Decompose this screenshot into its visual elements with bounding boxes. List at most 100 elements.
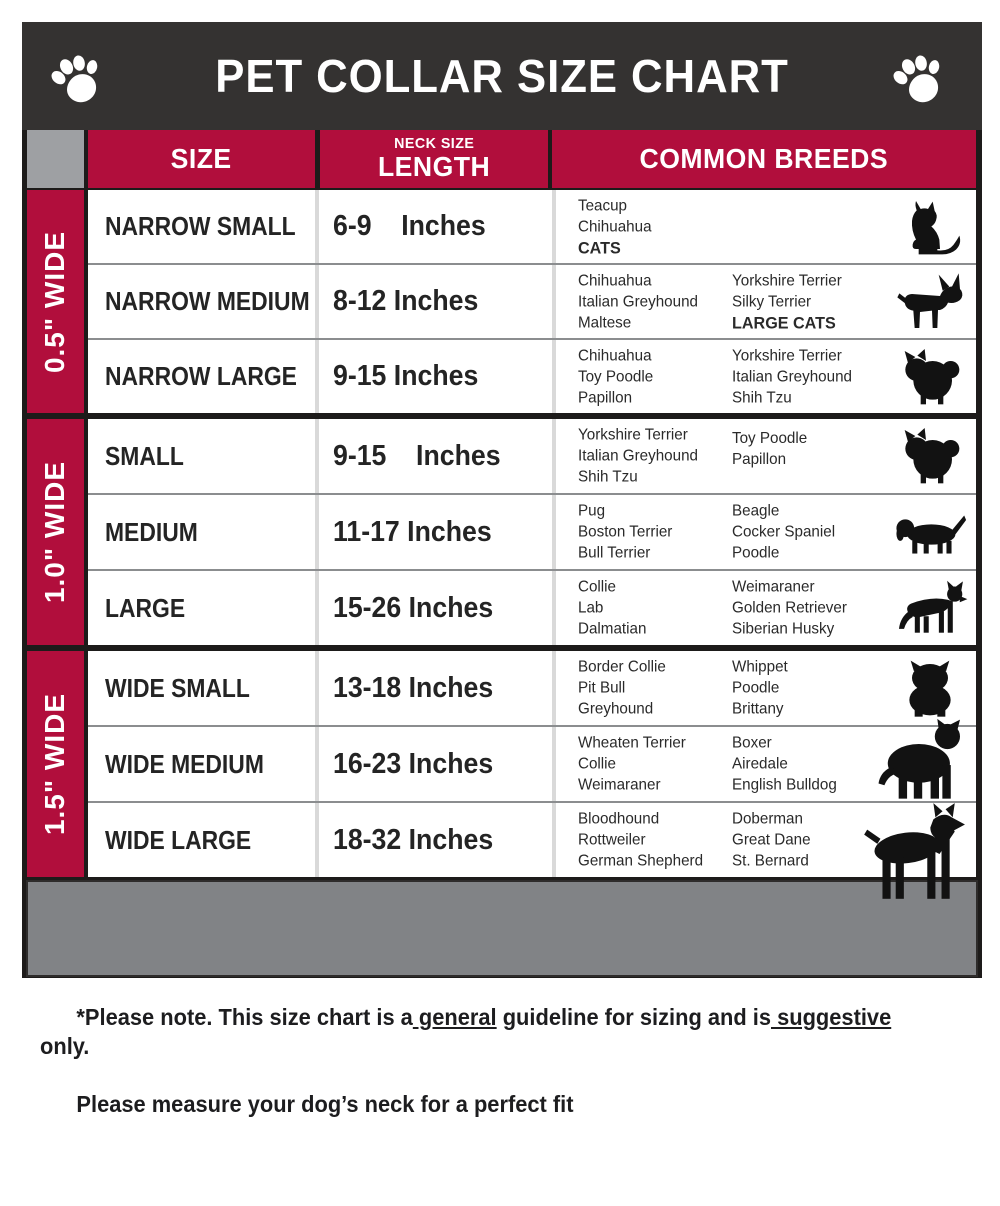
size-cell: LARGE <box>88 571 319 645</box>
length-cell: 9-15 Inches <box>319 340 556 413</box>
corner-cell <box>27 130 84 188</box>
length-cell: 9-15 Inches <box>319 419 556 493</box>
footer-note-line2: Please measure your dog’s neck for a per… <box>76 1091 574 1117</box>
breed: Beagle <box>732 502 780 520</box>
breed: Brittany <box>732 700 784 718</box>
length-cell: 16-23 Inches <box>319 727 556 801</box>
chihuahua-icon <box>892 272 968 332</box>
group-label-15-wide: 1.5" WIDE <box>27 651 84 877</box>
breed: Bloodhound <box>578 810 660 828</box>
footer-note: *Please note. This size chart is a gener… <box>26 880 978 1117</box>
size-cell: WIDE MEDIUM <box>88 727 319 801</box>
length-cell: 11-17 Inches <box>319 495 556 569</box>
breed: Yorkshire Terrier <box>732 347 842 364</box>
pomeranian-icon <box>892 347 968 407</box>
breed: Chihuahua <box>578 218 652 235</box>
breed: Collie <box>578 755 617 773</box>
page-title: PET COLLAR SIZE CHART <box>215 50 789 102</box>
breed: Italian Greyhound <box>578 293 698 310</box>
breed: Dalmatian <box>578 620 647 638</box>
breed: Siberian Husky <box>732 620 835 638</box>
breed: Italian Greyhound <box>732 368 852 385</box>
breed: Shih Tzu <box>732 389 792 406</box>
breed: Collie <box>578 578 617 596</box>
width-group-05: 0.5" WIDE NARROW SMALL 6-9 Inches Teacup… <box>22 190 982 413</box>
breeds-cell: Pug Boston Terrier Bull Terrier Beagle C… <box>556 495 976 569</box>
breed: Papillon <box>578 389 633 406</box>
breed: Poodle <box>732 679 780 697</box>
group-label-10-wide: 1.0" WIDE <box>27 419 84 645</box>
breeds-cell: Wheaten Terrier Collie Weimaraner Boxer … <box>556 718 976 801</box>
breed: Weimaraner <box>578 776 661 794</box>
table-row: WIDE SMALL 13-18 Inches Border Collie Pi… <box>88 651 976 725</box>
breed: Papillon <box>732 451 787 468</box>
column-header-length: NECK SIZE LENGTH <box>320 130 548 188</box>
breeds-cell: Chihuahua Toy Poodle Papillon Yorkshire … <box>556 340 976 413</box>
footer-note-text: guideline for sizing and is <box>496 1004 772 1030</box>
length-cell: 15-26 Inches <box>319 571 556 645</box>
breed: Italian Greyhound <box>578 447 698 465</box>
size-cell: NARROW MEDIUM <box>88 265 319 338</box>
paw-print-icon <box>886 44 955 112</box>
breed: Airedale <box>732 755 788 773</box>
table-row: NARROW SMALL 6-9 Inches Teacup Chihuahua… <box>88 190 976 263</box>
title-banner: PET COLLAR SIZE CHART <box>22 22 982 130</box>
breed: Poodle <box>732 544 780 562</box>
size-cell: WIDE SMALL <box>88 651 319 725</box>
breed: English Bulldog <box>732 776 837 794</box>
column-header-size: SIZE <box>88 130 315 188</box>
dachshund-icon <box>892 502 968 562</box>
breed: St. Bernard <box>732 852 809 870</box>
table-header-row: SIZE NECK SIZE LENGTH COMMON BREEDS <box>22 130 982 188</box>
length-cell: 18-32 Inches <box>319 803 556 877</box>
size-cell: NARROW LARGE <box>88 340 319 413</box>
footer-note-text: Please note. This size chart is a <box>84 1004 413 1030</box>
cat-icon <box>892 197 968 257</box>
breed: Boston Terrier <box>578 523 673 541</box>
breed: Cocker Spaniel <box>732 523 836 541</box>
breed: Pit Bull <box>578 679 626 697</box>
breed: Border Collie <box>578 658 666 676</box>
bulldog-icon <box>892 658 968 718</box>
breed: Wheaten Terrier <box>578 734 686 752</box>
breeds-cell: Collie Lab Dalmatian Weimaraner Golden R… <box>556 571 976 645</box>
breed: Golden Retriever <box>732 599 847 617</box>
breed: Chihuahua <box>578 347 652 364</box>
breed: Boxer <box>732 734 772 752</box>
length-cell: 13-18 Inches <box>319 651 556 725</box>
breed: Whippet <box>732 658 788 676</box>
breeds-cell: Chihuahua Italian Greyhound Maltese York… <box>556 265 976 338</box>
table-row: NARROW LARGE 9-15 Inches Chihuahua Toy P… <box>88 340 976 413</box>
breed: Doberman <box>732 810 803 828</box>
footer-underlined-word: general <box>412 1004 497 1030</box>
width-group-10: 1.0" WIDE SMALL 9-15 Inches Yorkshire Te… <box>22 419 982 645</box>
column-header-breeds: COMMON BREEDS <box>552 130 976 188</box>
width-group-15: 1.5" WIDE WIDE SMALL 13-18 Inches Border… <box>22 651 982 899</box>
length-cell: 6-9 Inches <box>319 190 556 263</box>
german-shepherd-icon <box>892 578 968 638</box>
breed: Toy Poodle <box>732 430 808 447</box>
size-cell: WIDE LARGE <box>88 803 319 877</box>
size-cell: SMALL <box>88 419 319 493</box>
breed: Pug <box>578 502 606 520</box>
length-cell: 8-12 Inches <box>319 265 556 338</box>
group-label-05-wide: 0.5" WIDE <box>27 190 84 413</box>
pet-collar-size-chart: PET COLLAR SIZE CHART SIZE NECK SIZE LEN… <box>22 22 982 1117</box>
breed: Lab <box>578 599 604 617</box>
breed: Weimaraner <box>732 578 815 596</box>
pit-bull-icon <box>868 718 968 802</box>
breed: Teacup <box>578 197 628 214</box>
breed: CATS <box>578 238 621 257</box>
pomeranian-icon <box>892 426 968 486</box>
breed: Maltese <box>578 314 632 331</box>
breed: LARGE CATS <box>732 313 836 332</box>
breed: German Shepherd <box>578 852 704 870</box>
breed: Toy Poodle <box>578 368 654 385</box>
table-row: LARGE 15-26 Inches Collie Lab Dalmatian … <box>88 571 976 645</box>
doberman-icon <box>856 803 968 905</box>
breed: Silky Terrier <box>732 293 812 310</box>
breed: Yorkshire Terrier <box>578 426 688 444</box>
footer-asterisk: * <box>76 1004 85 1030</box>
breed: Chihuahua <box>578 272 652 289</box>
breed: Yorkshire Terrier <box>732 272 842 289</box>
